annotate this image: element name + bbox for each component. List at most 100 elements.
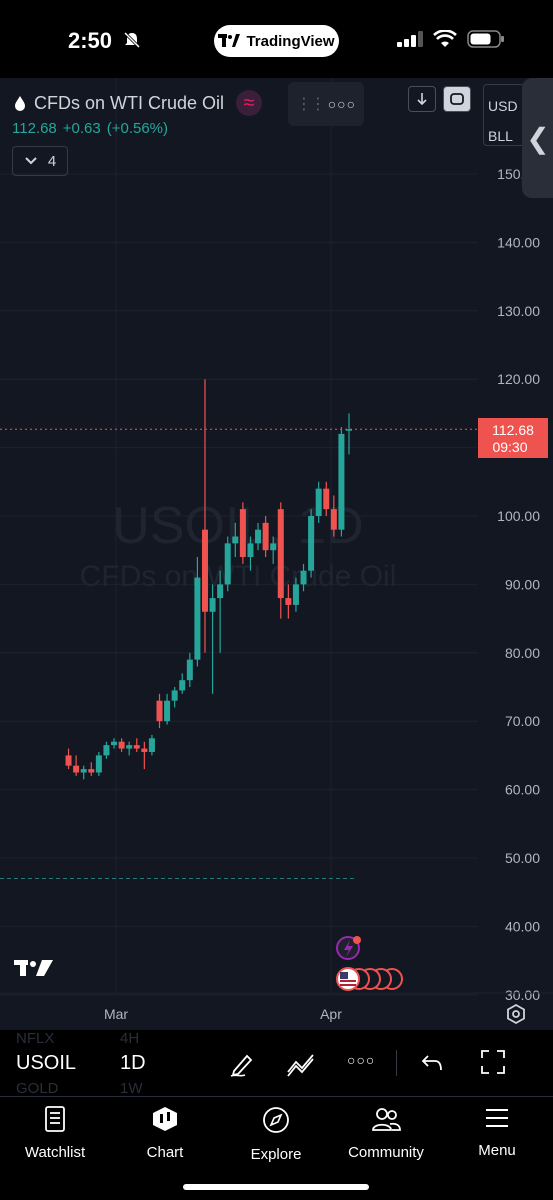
candle-body xyxy=(179,680,186,691)
wifi-icon xyxy=(433,30,457,47)
tab-watchlist[interactable]: Watchlist xyxy=(0,1105,110,1161)
candle-body xyxy=(315,488,322,516)
candle xyxy=(224,536,231,592)
candle xyxy=(270,536,277,564)
chevron-down-icon xyxy=(25,157,37,165)
tab-label: Chart xyxy=(146,1144,184,1161)
fullscreen-icon xyxy=(450,93,464,105)
candle xyxy=(118,738,125,752)
candle xyxy=(179,673,186,694)
interval-current[interactable]: 1D xyxy=(120,1052,146,1074)
price-summary: 112.68 +0.63 (+0.56%) xyxy=(12,120,168,137)
candle xyxy=(292,577,299,612)
candle-body xyxy=(164,700,171,722)
indicators-toggle-button[interactable]: 4 xyxy=(12,146,68,176)
scroll-to-latest-button[interactable] xyxy=(408,86,436,112)
side-panel-toggle[interactable]: ❮ xyxy=(522,78,553,198)
y-tick-label: 80.00 xyxy=(505,645,540,661)
chart-settings-icon[interactable] xyxy=(507,1003,525,1025)
fullscreen-button[interactable] xyxy=(443,86,471,112)
candle-body xyxy=(88,769,95,773)
y-tick-label: 30.00 xyxy=(505,987,540,1003)
expand-icon[interactable] xyxy=(479,1048,507,1076)
tab-label: Community xyxy=(348,1144,424,1161)
candle-body xyxy=(239,509,246,558)
source-badge-icon: ≈ xyxy=(236,90,263,116)
draw-pen-icon[interactable] xyxy=(228,1050,256,1078)
economic-events-icon[interactable] xyxy=(336,967,403,991)
candle-body xyxy=(103,745,110,756)
status-time: 2:50 xyxy=(68,28,113,53)
candle-body xyxy=(308,516,315,571)
watchlist-icon xyxy=(45,1106,65,1132)
candle-body xyxy=(224,543,231,585)
tab-label: Watchlist xyxy=(24,1144,86,1161)
candle-body xyxy=(156,700,163,722)
candle xyxy=(88,762,95,776)
symbol-header[interactable]: CFDs on WTI Crude Oil ≈ xyxy=(14,90,263,116)
candle xyxy=(126,741,133,756)
candle xyxy=(148,734,155,756)
symbol-current[interactable]: USOIL xyxy=(16,1052,77,1074)
candle-body xyxy=(300,570,307,585)
chart-area[interactable]: USOIL, 1D CFDs on WTI Crude Oil 150.00 14… xyxy=(0,78,553,1030)
x-tick-label: Mar xyxy=(104,1006,128,1022)
event-flash-icon[interactable] xyxy=(336,936,361,960)
candle-body xyxy=(247,543,254,558)
candle xyxy=(330,495,337,537)
candle-body xyxy=(262,522,269,551)
toolbar-divider xyxy=(396,1050,397,1076)
candle xyxy=(323,481,330,516)
more-options-icon[interactable]: ○○○ xyxy=(327,96,357,112)
currency-label: USD xyxy=(488,98,518,114)
y-tick-label: 90.00 xyxy=(505,576,540,592)
y-tick-label: 140.00 xyxy=(497,234,540,250)
tradingview-logo-icon xyxy=(218,34,241,47)
tab-community[interactable]: Community xyxy=(331,1105,441,1161)
interval-picker[interactable]: 4H 1D 1W xyxy=(120,1030,180,1097)
price-change: +0.63 xyxy=(62,120,101,137)
tab-label: Explore xyxy=(250,1146,302,1163)
candle xyxy=(141,741,148,770)
compass-icon xyxy=(263,1107,289,1133)
candle xyxy=(346,413,352,455)
undo-icon[interactable] xyxy=(420,1052,444,1074)
symbol-picker[interactable]: NFLX USOIL GOLD xyxy=(16,1030,106,1097)
more-tools-icon[interactable]: ○○○ xyxy=(347,1052,376,1068)
candle-body xyxy=(65,755,72,766)
app-pill[interactable]: TradingView xyxy=(214,25,339,57)
candle-body xyxy=(209,598,216,612)
candle xyxy=(194,557,201,667)
unit-label: BLL xyxy=(488,128,513,144)
candle xyxy=(239,502,246,564)
candle-body xyxy=(330,509,337,530)
candle-body xyxy=(141,748,148,752)
watermark-name: CFDs on WTI Crude Oil xyxy=(80,560,397,593)
floating-toolbar[interactable]: ⋮⋮ ○○○ xyxy=(288,82,364,126)
candle-body xyxy=(292,584,299,605)
tab-chart[interactable]: Chart xyxy=(110,1105,220,1161)
app-pill-label: TradingView xyxy=(246,32,335,50)
candle-body xyxy=(171,690,178,701)
candle-body xyxy=(201,529,208,612)
y-tick-label: 60.00 xyxy=(505,782,540,798)
candle-body xyxy=(186,659,193,681)
candle xyxy=(73,755,80,776)
trend-line-icon[interactable] xyxy=(286,1050,316,1078)
tab-label: Menu xyxy=(478,1142,516,1159)
tab-menu[interactable]: Menu xyxy=(442,1105,552,1159)
candle xyxy=(300,563,307,592)
price-chart[interactable]: USOIL, 1D CFDs on WTI Crude Oil 150.0014… xyxy=(0,78,553,1030)
candle xyxy=(171,687,178,708)
interval-prev: 4H xyxy=(120,1030,140,1047)
drag-handle-icon[interactable]: ⋮⋮ xyxy=(295,96,326,113)
candle-body xyxy=(277,509,284,599)
symbol-title[interactable]: CFDs on WTI Crude Oil xyxy=(34,92,225,113)
tab-explore[interactable]: Explore xyxy=(221,1105,331,1163)
candle xyxy=(255,522,262,551)
candle-body xyxy=(232,536,239,544)
candle-body xyxy=(118,741,125,749)
y-tick-label: 100.00 xyxy=(497,508,540,524)
last-price-label: 112.68 xyxy=(492,422,534,438)
candle xyxy=(201,379,208,653)
